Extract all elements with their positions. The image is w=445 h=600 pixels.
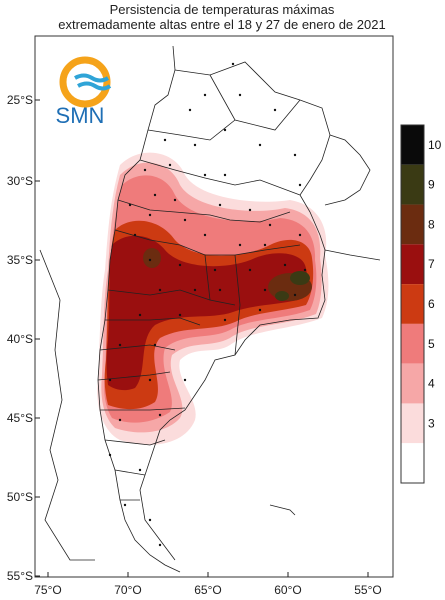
wave-icon: [77, 81, 112, 91]
colorbar-label: 5: [428, 337, 435, 351]
longitude-label: 55°O: [354, 583, 381, 597]
colorbar-label: 6: [428, 297, 435, 311]
colorbar-swatch: [401, 403, 424, 444]
colorbar-label: 10: [428, 138, 442, 152]
colorbar-swatch: [401, 363, 424, 404]
longitude-label: 65°O: [194, 583, 221, 597]
colorbar-label: 9: [428, 178, 435, 192]
colorbar-label: 3: [428, 416, 435, 430]
latitude-label: 30°S: [7, 174, 33, 188]
colorbar-label: 4: [428, 377, 435, 391]
colorbar-label: 7: [428, 257, 435, 271]
colorbar-swatch: [401, 204, 424, 245]
colorbar-label: 8: [428, 217, 435, 231]
colorbar-swatch: [401, 323, 424, 364]
latitude-labels: 25°S 30°S 35°S 40°S 45°S 50°S 55°S: [7, 93, 40, 583]
borders: [39, 45, 381, 573]
colorbar-frame: [400, 124, 425, 484]
longitude-label: 75°O: [34, 583, 61, 597]
colorbar-swatch: [401, 443, 424, 483]
longitude-labels: 75°O 70°O 65°O 60°O 55°O: [34, 572, 382, 597]
smn-logo: SMN: [56, 56, 112, 128]
longitude-label: 70°O: [114, 583, 141, 597]
logo-text: SMN: [56, 103, 105, 128]
sun-icon: [59, 56, 111, 108]
map-title-line-2: extremadamente altas entre el 18 y 27 de…: [58, 17, 385, 32]
wave-icon: [74, 73, 110, 83]
colorbar-swatch: [401, 244, 424, 285]
latitude-label: 45°S: [7, 411, 33, 425]
latitude-label: 25°S: [7, 93, 33, 107]
colorbar: 10 9 8 7 6 5 4 3: [400, 124, 442, 484]
colorbar-swatch: [401, 125, 424, 165]
station-dots: [108, 62, 307, 547]
latitude-label: 55°S: [7, 569, 33, 583]
colorbar-swatch: [401, 284, 424, 324]
colorbar-swatch: [401, 164, 424, 205]
map-title-line-1: Persistencia de temperaturas máximas: [110, 2, 335, 17]
latitude-label: 35°S: [7, 253, 33, 267]
latitude-label: 50°S: [7, 490, 33, 504]
longitude-label: 60°O: [274, 583, 301, 597]
latitude-label: 40°S: [7, 332, 33, 346]
